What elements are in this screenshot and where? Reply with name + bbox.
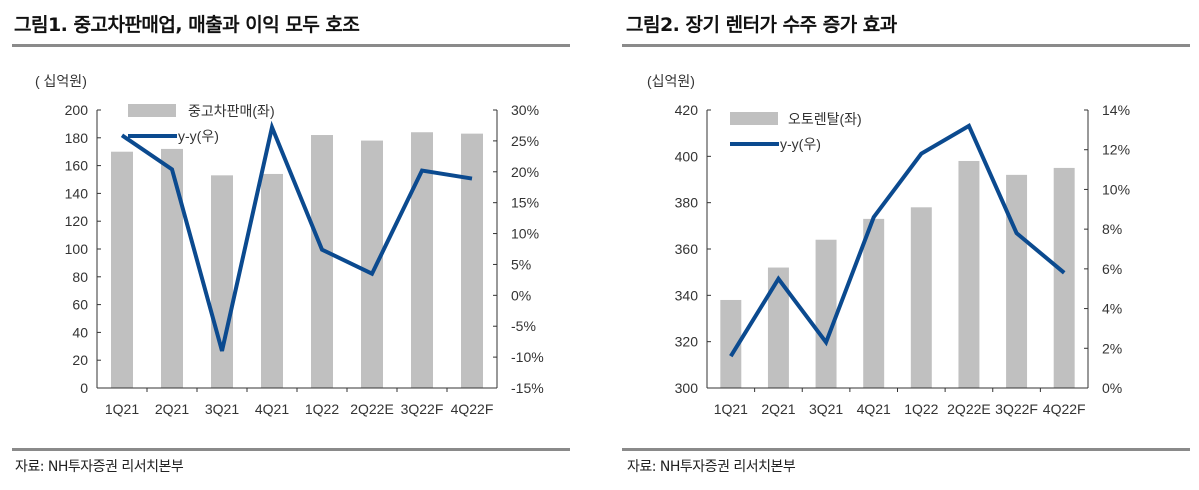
- yy-line: [120, 120, 473, 352]
- x-tick-label: 4Q22F: [451, 401, 494, 417]
- right-tick-label: 10%: [1102, 181, 1130, 197]
- legend-bar-label: 중고차판매(좌): [188, 103, 275, 119]
- left-tick-label: 20: [72, 352, 88, 368]
- right-tick-label: 6%: [1102, 261, 1122, 277]
- right-tick-label: 5%: [511, 256, 531, 272]
- bar-2Q22E: [361, 140, 383, 388]
- x-tick-label: 3Q22F: [995, 401, 1038, 417]
- left-tick-label: 340: [675, 287, 699, 303]
- bar-3Q22F: [1006, 174, 1028, 388]
- right-tick-label: 30%: [511, 102, 539, 118]
- x-tick-label: 4Q21: [255, 401, 289, 417]
- bar-3Q21: [815, 239, 837, 388]
- left-tick-label: 0: [80, 380, 88, 396]
- bar-2Q22E: [958, 160, 980, 388]
- yy-line: [729, 123, 1066, 358]
- bar-3Q22F: [411, 132, 433, 388]
- x-tick-label: 2Q22E: [947, 401, 991, 417]
- right-tick-label: 25%: [511, 133, 539, 149]
- bar-3Q21: [211, 175, 233, 388]
- right-tick-label: 4%: [1102, 301, 1122, 317]
- x-tick-label: 2Q22E: [350, 401, 394, 417]
- left-tick-label: 100: [65, 241, 89, 257]
- left-tick-label: 180: [65, 130, 89, 146]
- x-tick-label: 1Q22: [305, 401, 339, 417]
- bar-1Q21: [111, 151, 133, 388]
- legend-line-label: y-y(우): [780, 136, 821, 152]
- left-tick-label: 380: [675, 195, 699, 211]
- x-tick-label: 3Q21: [205, 401, 239, 417]
- bar-4Q21: [261, 173, 283, 388]
- bar-2Q21: [161, 148, 183, 388]
- left-tick-label: 200: [65, 102, 89, 118]
- right-tick-label: -5%: [511, 318, 536, 334]
- right-tick-label: -10%: [511, 349, 544, 365]
- unit-label: ( 십억원): [35, 73, 87, 89]
- figure2-title: 그림2. 장기 렌터가 수주 증가 효과: [626, 14, 897, 36]
- x-tick-label: 3Q21: [809, 401, 843, 417]
- figure1-source-rule: [12, 448, 570, 451]
- figure1-source: 자료: NH투자증권 리서치본부: [15, 459, 184, 475]
- legend-line-label: y-y(우): [178, 128, 219, 144]
- right-tick-label: 15%: [511, 195, 539, 211]
- bar-1Q22: [910, 207, 932, 388]
- left-tick-label: 160: [65, 158, 89, 174]
- x-tick-label: 4Q21: [857, 401, 891, 417]
- figure2-source: 자료: NH투자증권 리서치본부: [627, 459, 796, 475]
- x-tick-label: 1Q22: [904, 401, 938, 417]
- left-tick-label: 60: [72, 297, 88, 313]
- right-tick-label: 12%: [1102, 142, 1130, 158]
- left-tick-label: 120: [65, 213, 89, 229]
- right-tick-label: 0%: [1102, 380, 1122, 396]
- legend-bar-swatch: [128, 104, 176, 117]
- figure1-title-rule: [12, 44, 570, 47]
- x-tick-label: 4Q22F: [1043, 401, 1086, 417]
- x-tick-label: 1Q21: [105, 401, 139, 417]
- left-tick-label: 320: [675, 334, 699, 350]
- right-tick-label: 2%: [1102, 340, 1122, 356]
- x-tick-label: 1Q21: [714, 401, 748, 417]
- figure2-title-rule: [622, 44, 1190, 47]
- left-tick-label: 140: [65, 185, 89, 201]
- figure2-source-rule: [622, 448, 1190, 451]
- right-tick-label: 0%: [511, 287, 531, 303]
- left-tick-label: 300: [675, 380, 699, 396]
- bar-4Q22F: [461, 133, 483, 388]
- right-tick-label: 14%: [1102, 102, 1130, 118]
- x-tick-label: 3Q22F: [401, 401, 444, 417]
- right-tick-label: -15%: [511, 380, 544, 396]
- left-tick-label: 420: [675, 102, 699, 118]
- legend-bar-swatch: [730, 112, 778, 125]
- unit-label: (십억원): [647, 73, 695, 89]
- left-tick-label: 400: [675, 148, 699, 164]
- bar-1Q22: [311, 135, 333, 388]
- bar-4Q22F: [1053, 167, 1075, 388]
- right-tick-label: 10%: [511, 226, 539, 242]
- bar-4Q21: [863, 218, 885, 388]
- figure1-title: 그림1. 중고차판매업, 매출과 이익 모두 호조: [14, 14, 360, 36]
- left-tick-label: 80: [72, 269, 88, 285]
- bar-2Q21: [767, 267, 789, 388]
- left-tick-label: 40: [72, 324, 88, 340]
- x-tick-label: 2Q21: [155, 401, 189, 417]
- bar-1Q21: [720, 299, 742, 388]
- right-tick-label: 20%: [511, 164, 539, 180]
- right-tick-label: 8%: [1102, 221, 1122, 237]
- left-tick-label: 360: [675, 241, 699, 257]
- legend-bar-label: 오토렌탈(좌): [788, 111, 862, 127]
- x-tick-label: 2Q21: [761, 401, 795, 417]
